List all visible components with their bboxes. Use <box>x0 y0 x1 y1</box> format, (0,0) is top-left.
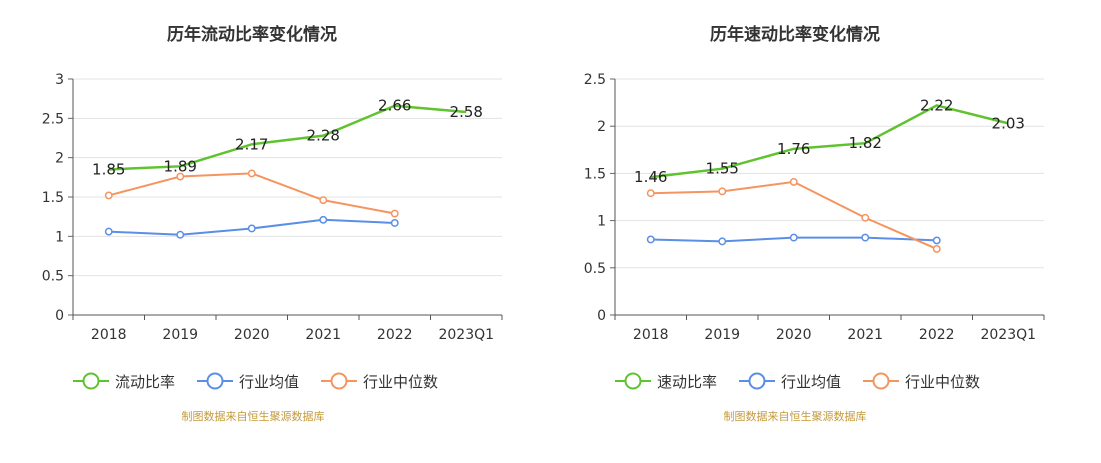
data-point[interactable] <box>861 233 870 242</box>
legend-label: 行业中位数 <box>363 373 438 391</box>
chart-title: 历年速动比率变化情况 <box>710 24 880 45</box>
data-point[interactable] <box>319 215 328 224</box>
data-label: 1.85 <box>92 160 125 178</box>
data-point[interactable] <box>319 196 328 205</box>
x-tick-label: 2023Q1 <box>438 327 494 343</box>
data-label: 1.89 <box>164 157 197 175</box>
legend-item[interactable]: 速动比率 <box>615 372 717 391</box>
y-tick-label: 2.5 <box>42 111 64 127</box>
x-tick-label: 2020 <box>776 327 812 343</box>
y-tick-label: 1.5 <box>42 190 64 206</box>
source-note: 制图数据来自恒生聚源数据库 <box>724 409 867 423</box>
data-point[interactable] <box>176 230 185 239</box>
legend-label: 流动比率 <box>115 373 175 391</box>
x-tick-label: 2018 <box>91 327 127 343</box>
data-label: 2.66 <box>378 97 411 115</box>
data-point[interactable] <box>718 187 727 196</box>
x-tick-label: 2021 <box>305 327 341 343</box>
legend-item[interactable]: 流动比率 <box>73 372 175 391</box>
data-point[interactable] <box>390 219 399 227</box>
data-label: 2.22 <box>920 96 953 114</box>
data-label: 1.55 <box>706 160 739 178</box>
legend-item[interactable]: 行业均值 <box>739 372 841 391</box>
y-tick-label: 0.5 <box>42 269 64 285</box>
legend-marker-icon <box>206 372 224 390</box>
x-tick-label: 2021 <box>847 327 883 343</box>
x-tick-label: 2023Q1 <box>980 327 1036 343</box>
legend-marker-icon <box>748 372 766 390</box>
y-tick-label: 2 <box>597 119 606 135</box>
legend-marker-icon <box>82 372 100 390</box>
legend-label: 行业均值 <box>781 373 841 391</box>
data-label: 2.58 <box>450 103 483 121</box>
legend-label: 行业中位数 <box>905 373 980 391</box>
x-tick-label: 2022 <box>919 327 955 343</box>
legend-label: 速动比率 <box>657 373 717 391</box>
legend-item[interactable]: 行业中位数 <box>863 372 980 391</box>
y-tick-label: 0.5 <box>584 261 606 277</box>
data-point[interactable] <box>247 169 256 178</box>
x-tick-label: 2019 <box>704 327 740 343</box>
current-ratio-chart: 历年流动比率变化情况 0 0.5 1 1.5 2 2.5 3 2018 2019 2020 2021 2… <box>42 24 503 423</box>
source-note: 制图数据来自恒生聚源数据库 <box>182 409 325 423</box>
data-point[interactable] <box>789 233 798 242</box>
data-point[interactable] <box>104 191 113 200</box>
data-point[interactable] <box>932 236 941 245</box>
data-label: 2.17 <box>235 135 268 153</box>
series-line-流动比率 <box>108 104 467 171</box>
data-label: 2.28 <box>307 127 340 145</box>
legend-item[interactable]: 行业中位数 <box>321 372 438 391</box>
data-point[interactable] <box>646 189 655 198</box>
data-point[interactable] <box>104 227 113 236</box>
data-point[interactable] <box>789 177 798 186</box>
y-tick-label: 1 <box>597 214 606 230</box>
data-point[interactable] <box>247 224 256 233</box>
data-point[interactable] <box>646 235 655 244</box>
current-ratio-chart-panel: 历年流动比率变化情况 0 0.5 1 1.5 2 2.5 3 2018 2019 2020 2021 2… <box>0 0 550 459</box>
x-tick-label: 2020 <box>234 327 270 343</box>
legend-label: 行业均值 <box>239 373 299 391</box>
data-point[interactable] <box>390 209 399 218</box>
legend-marker-icon <box>330 372 348 390</box>
y-tick-label: 1.5 <box>584 166 606 182</box>
data-point[interactable] <box>861 213 870 222</box>
quick-ratio-chart: 历年速动比率变化情况 0 0.5 1 1.5 2 2.5 2018 2019 2020 2021 20… <box>584 24 1045 423</box>
data-label: 1.76 <box>777 140 810 158</box>
series-line-行业中位数 <box>108 172 395 215</box>
data-label: 2.03 <box>992 114 1025 132</box>
legend-marker-icon <box>872 372 890 390</box>
chart-title: 历年流动比率变化情况 <box>167 24 337 45</box>
y-tick-label: 2 <box>55 151 64 167</box>
data-label: 1.46 <box>634 168 667 186</box>
x-tick-label: 2018 <box>633 327 669 343</box>
quick-ratio-chart-panel: 历年速动比率变化情况 0 0.5 1 1.5 2 2.5 2018 2019 2020 2021 20… <box>551 0 1101 459</box>
y-tick-label: 0 <box>597 308 606 324</box>
data-point[interactable] <box>176 172 185 181</box>
y-tick-label: 2.5 <box>584 72 606 88</box>
series-line-速动比率 <box>650 104 1009 179</box>
x-tick-label: 2022 <box>377 327 413 343</box>
y-tick-label: 3 <box>55 72 64 88</box>
data-point[interactable] <box>718 237 727 246</box>
x-tick-label: 2019 <box>162 327 198 343</box>
data-point[interactable] <box>932 244 941 253</box>
legend-item[interactable]: 行业均值 <box>197 372 299 391</box>
y-tick-label: 0 <box>55 308 64 324</box>
legend-marker-icon <box>624 372 642 390</box>
data-label: 1.82 <box>849 134 882 152</box>
y-tick-label: 1 <box>55 229 64 245</box>
